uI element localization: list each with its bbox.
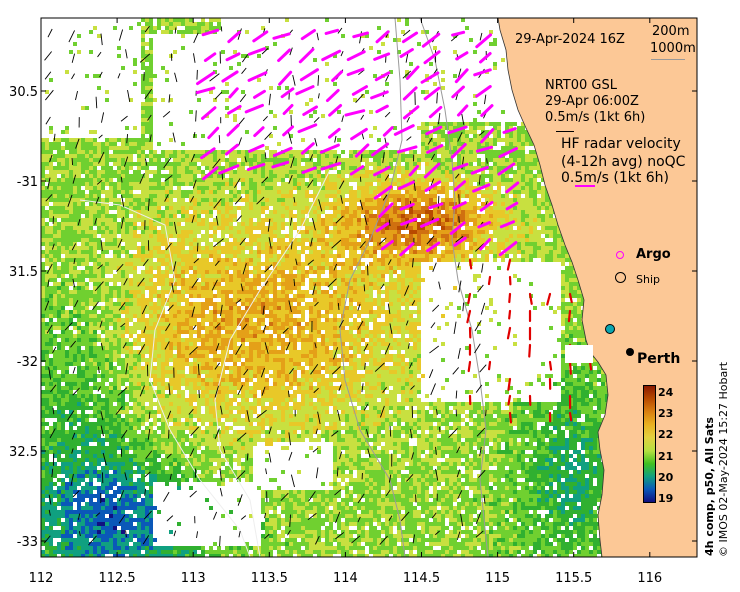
colorbar-tick-label: 23: [658, 407, 674, 421]
colorbar-tick-label: 21: [658, 449, 674, 463]
lon-tick-label: 113.5: [251, 571, 288, 586]
isobath-200m: [419, 18, 489, 557]
radar-legend-line1: HF radar velocity: [561, 136, 681, 152]
model-scale-arrow: [556, 131, 574, 132]
model-legend-line2: 29-Apr 06:00Z: [545, 94, 639, 109]
lon-tick-label: 115: [485, 571, 510, 586]
plot-area: [41, 18, 697, 557]
sst-field: [41, 18, 613, 557]
perth-urban-area: [565, 345, 593, 363]
lon-tick-label: 115.5: [555, 571, 592, 586]
perth-label: Perth: [637, 351, 681, 367]
ship-icon: [615, 272, 626, 283]
lon-tick-label: 116: [637, 571, 662, 586]
isobath-1000-label: 1000m: [650, 41, 696, 56]
colorbar-title: 4h comp, p50, All Sats: [703, 417, 716, 556]
credit-text: © IMOS 02-May-2024 15:27 Hobart: [717, 361, 730, 557]
ship-marker: [605, 324, 615, 334]
perth-marker: [626, 348, 634, 356]
coastline: [497, 18, 609, 557]
lon-tick-label: 113: [181, 571, 206, 586]
colorbar-tick-label: 20: [658, 470, 674, 484]
radar-legend-line2: (4-12h avg) noQC: [561, 154, 686, 170]
colorbar-tick-label: 22: [658, 428, 674, 442]
lat-tick-label: 31.5: [9, 265, 38, 280]
colorbar-tick-label: 24: [658, 386, 674, 399]
isobath-deep: [79, 199, 251, 557]
lon-tick-label: 114: [333, 571, 358, 586]
argo-legend-label: Argo: [636, 247, 671, 262]
lat-tick-label: -31: [17, 175, 38, 190]
isobath-200-label: 200m: [652, 24, 690, 39]
radar-legend-line3: 0.5m/s (1kt 6h): [561, 170, 670, 186]
isobath-legend-line: [651, 59, 685, 60]
radar-scale-arrow: [575, 185, 595, 187]
lon-tick-label: 114.5: [403, 571, 440, 586]
lon-tick-label: 112.5: [98, 571, 135, 586]
current-vectors: [43, 26, 593, 547]
lon-tick-label: 112: [29, 571, 54, 586]
lat-tick-label: 32.5: [9, 445, 38, 460]
axes: 112 112.5 113 113.5 114 114.5 115 115.5 116 30.5 -…: [9, 18, 697, 586]
model-legend-line3: 0.5m/s (1kt 6h): [545, 110, 646, 125]
colorbar-tick-label: 19: [658, 492, 674, 505]
ship-legend-label: Ship: [636, 273, 660, 286]
colorbar: [643, 385, 656, 503]
lat-tick-label: -33: [17, 535, 38, 550]
lat-tick-label: 30.5: [9, 85, 38, 100]
lat-tick-label: -32: [17, 355, 38, 370]
date-label: 29-Apr-2024 16Z: [515, 32, 625, 47]
isobath-mid: [214, 169, 331, 557]
model-legend-line1: NRT00 GSL: [545, 78, 617, 93]
plot-frame: [40, 17, 698, 558]
argo-icon: [616, 251, 624, 259]
